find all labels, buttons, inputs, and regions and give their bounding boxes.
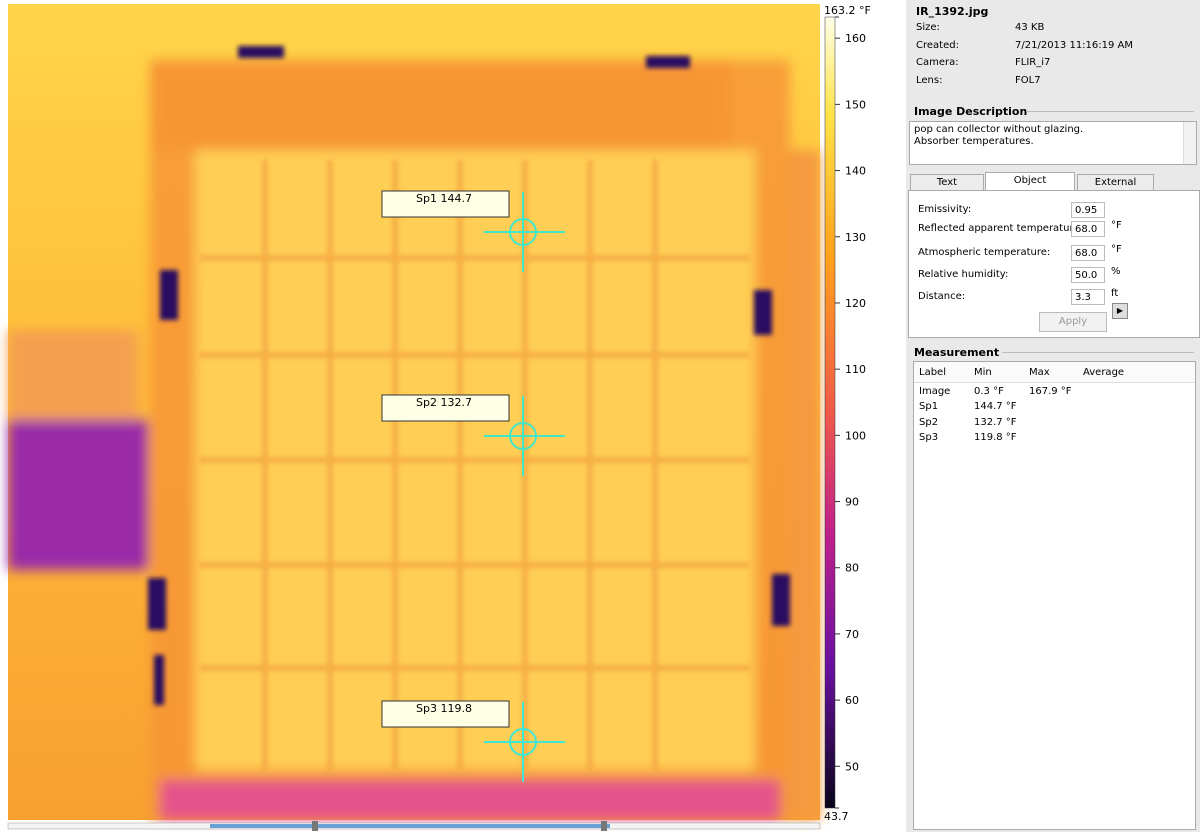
- parameter-input[interactable]: 68.0: [1071, 221, 1105, 237]
- color-scale: 163.2 °F 43.7 160 150 140 130 120 110 100 90 80 70 6…: [824, 4, 871, 823]
- spot-label-box: [381, 394, 510, 422]
- parameter-label: Reflected apparent temperature:: [918, 223, 1083, 234]
- spot-label-box: [381, 190, 510, 218]
- file-name: IR_1392.jpg: [916, 5, 989, 18]
- color-bar: [824, 16, 836, 809]
- scale-tick-label: 110: [845, 363, 866, 376]
- column-header: Label: [919, 367, 946, 378]
- scale-tick-label: 130: [845, 231, 866, 244]
- spot-label: Sp2 132.7: [416, 396, 472, 409]
- info-value: 43 KB: [1015, 22, 1045, 33]
- spot-meters: Sp1 144.7 Sp2 132.7 Sp3 119.8: [381, 190, 565, 782]
- cold-spots: [148, 46, 790, 705]
- scale-max-label: 163.2 °F: [824, 4, 871, 17]
- info-label: Lens:: [916, 75, 943, 87]
- cell: 144.7 °F: [974, 401, 1017, 413]
- parameter-unit: %: [1111, 266, 1121, 277]
- column-header: Max: [1029, 367, 1050, 378]
- cell: Image: [919, 386, 951, 397]
- spot-label: Sp3 119.8: [416, 702, 472, 715]
- info-label: Size:: [916, 22, 940, 33]
- separator: [1002, 352, 1194, 353]
- emissivity-button[interactable]: ▶: [1112, 303, 1128, 319]
- range-handle[interactable]: [312, 821, 318, 831]
- cell: Sp3: [919, 431, 939, 443]
- parameter-label: Atmospheric temperature:: [918, 247, 1051, 258]
- scale-tick-label: 100: [845, 429, 866, 442]
- parameter-input[interactable]: 0.95: [1071, 202, 1105, 218]
- side-panel: IR_1392.jpg Size: 43 KB Created: 7/21/2013 …: [906, 0, 1200, 832]
- scale-tick-label: 70: [845, 628, 859, 641]
- scale-min-label: 43.7: [824, 810, 849, 823]
- parameter-label: Emissivity:: [918, 204, 972, 215]
- separator: [1026, 111, 1194, 112]
- parameter-input[interactable]: 68.0: [1071, 245, 1105, 261]
- scale-tick-label: 140: [845, 165, 866, 178]
- absorber-grid: [200, 160, 750, 770]
- column-header: Min: [974, 367, 992, 378]
- parameter-input[interactable]: 3.3: [1071, 289, 1105, 305]
- spot-label-box: [381, 700, 510, 728]
- scale-tick-label: 120: [845, 297, 866, 310]
- apply-button[interactable]: Apply: [1039, 312, 1107, 332]
- info-label: Created:: [916, 39, 959, 51]
- cell: 0.3 °F: [974, 386, 1004, 397]
- cell: 167.9 °F: [1029, 386, 1072, 397]
- info-label: Camera:: [916, 57, 959, 69]
- parameter-label: Relative humidity:: [918, 269, 1009, 280]
- parameter-unit: °F: [1111, 220, 1122, 231]
- parameter-label: Distance:: [918, 291, 966, 302]
- info-value: FOL7: [1015, 75, 1041, 87]
- measurement-table: [913, 361, 1196, 830]
- parameter-input[interactable]: 50.0: [1071, 267, 1105, 283]
- scale-tick-label: 160: [845, 32, 866, 45]
- scale-tick-label: 80: [845, 562, 859, 575]
- scale-tick-label: 50: [845, 760, 859, 773]
- tab[interactable]: Object parameters: [985, 172, 1075, 202]
- scale-tick-label: 60: [845, 694, 859, 707]
- scale-tick-label: 90: [845, 496, 859, 509]
- column-header: Average: [1083, 367, 1125, 378]
- description-line: pop can collector without glazing.: [914, 124, 1084, 135]
- description-box[interactable]: pop can collector without glazing. Absorb…: [909, 121, 1197, 165]
- scrollbar-thumb[interactable]: [210, 824, 610, 828]
- scale-tick-label: 150: [845, 98, 866, 111]
- cell: Sp2: [919, 416, 939, 428]
- cell: 119.8 °F: [974, 431, 1017, 443]
- cell: 132.7 °F: [974, 416, 1017, 428]
- cell: Sp1: [919, 401, 939, 413]
- spot-label: Sp1 144.7: [416, 192, 472, 205]
- section-title: Image Description: [914, 105, 1028, 118]
- section-title: Measurement: [914, 346, 1000, 359]
- range-handle[interactable]: [601, 821, 607, 831]
- description-line: Absorber temperatures.: [914, 136, 1034, 147]
- thermal-view: Sp1 144.7 Sp2 132.7 Sp3 119.8 163.2 °F 43.7…: [7, 4, 871, 831]
- parameter-unit: °F: [1111, 244, 1122, 255]
- info-value: 7/21/2013 11:16:19 AM: [1015, 39, 1134, 51]
- parameter-unit: ft: [1111, 288, 1119, 299]
- info-value: FLIR_i7: [1015, 57, 1051, 69]
